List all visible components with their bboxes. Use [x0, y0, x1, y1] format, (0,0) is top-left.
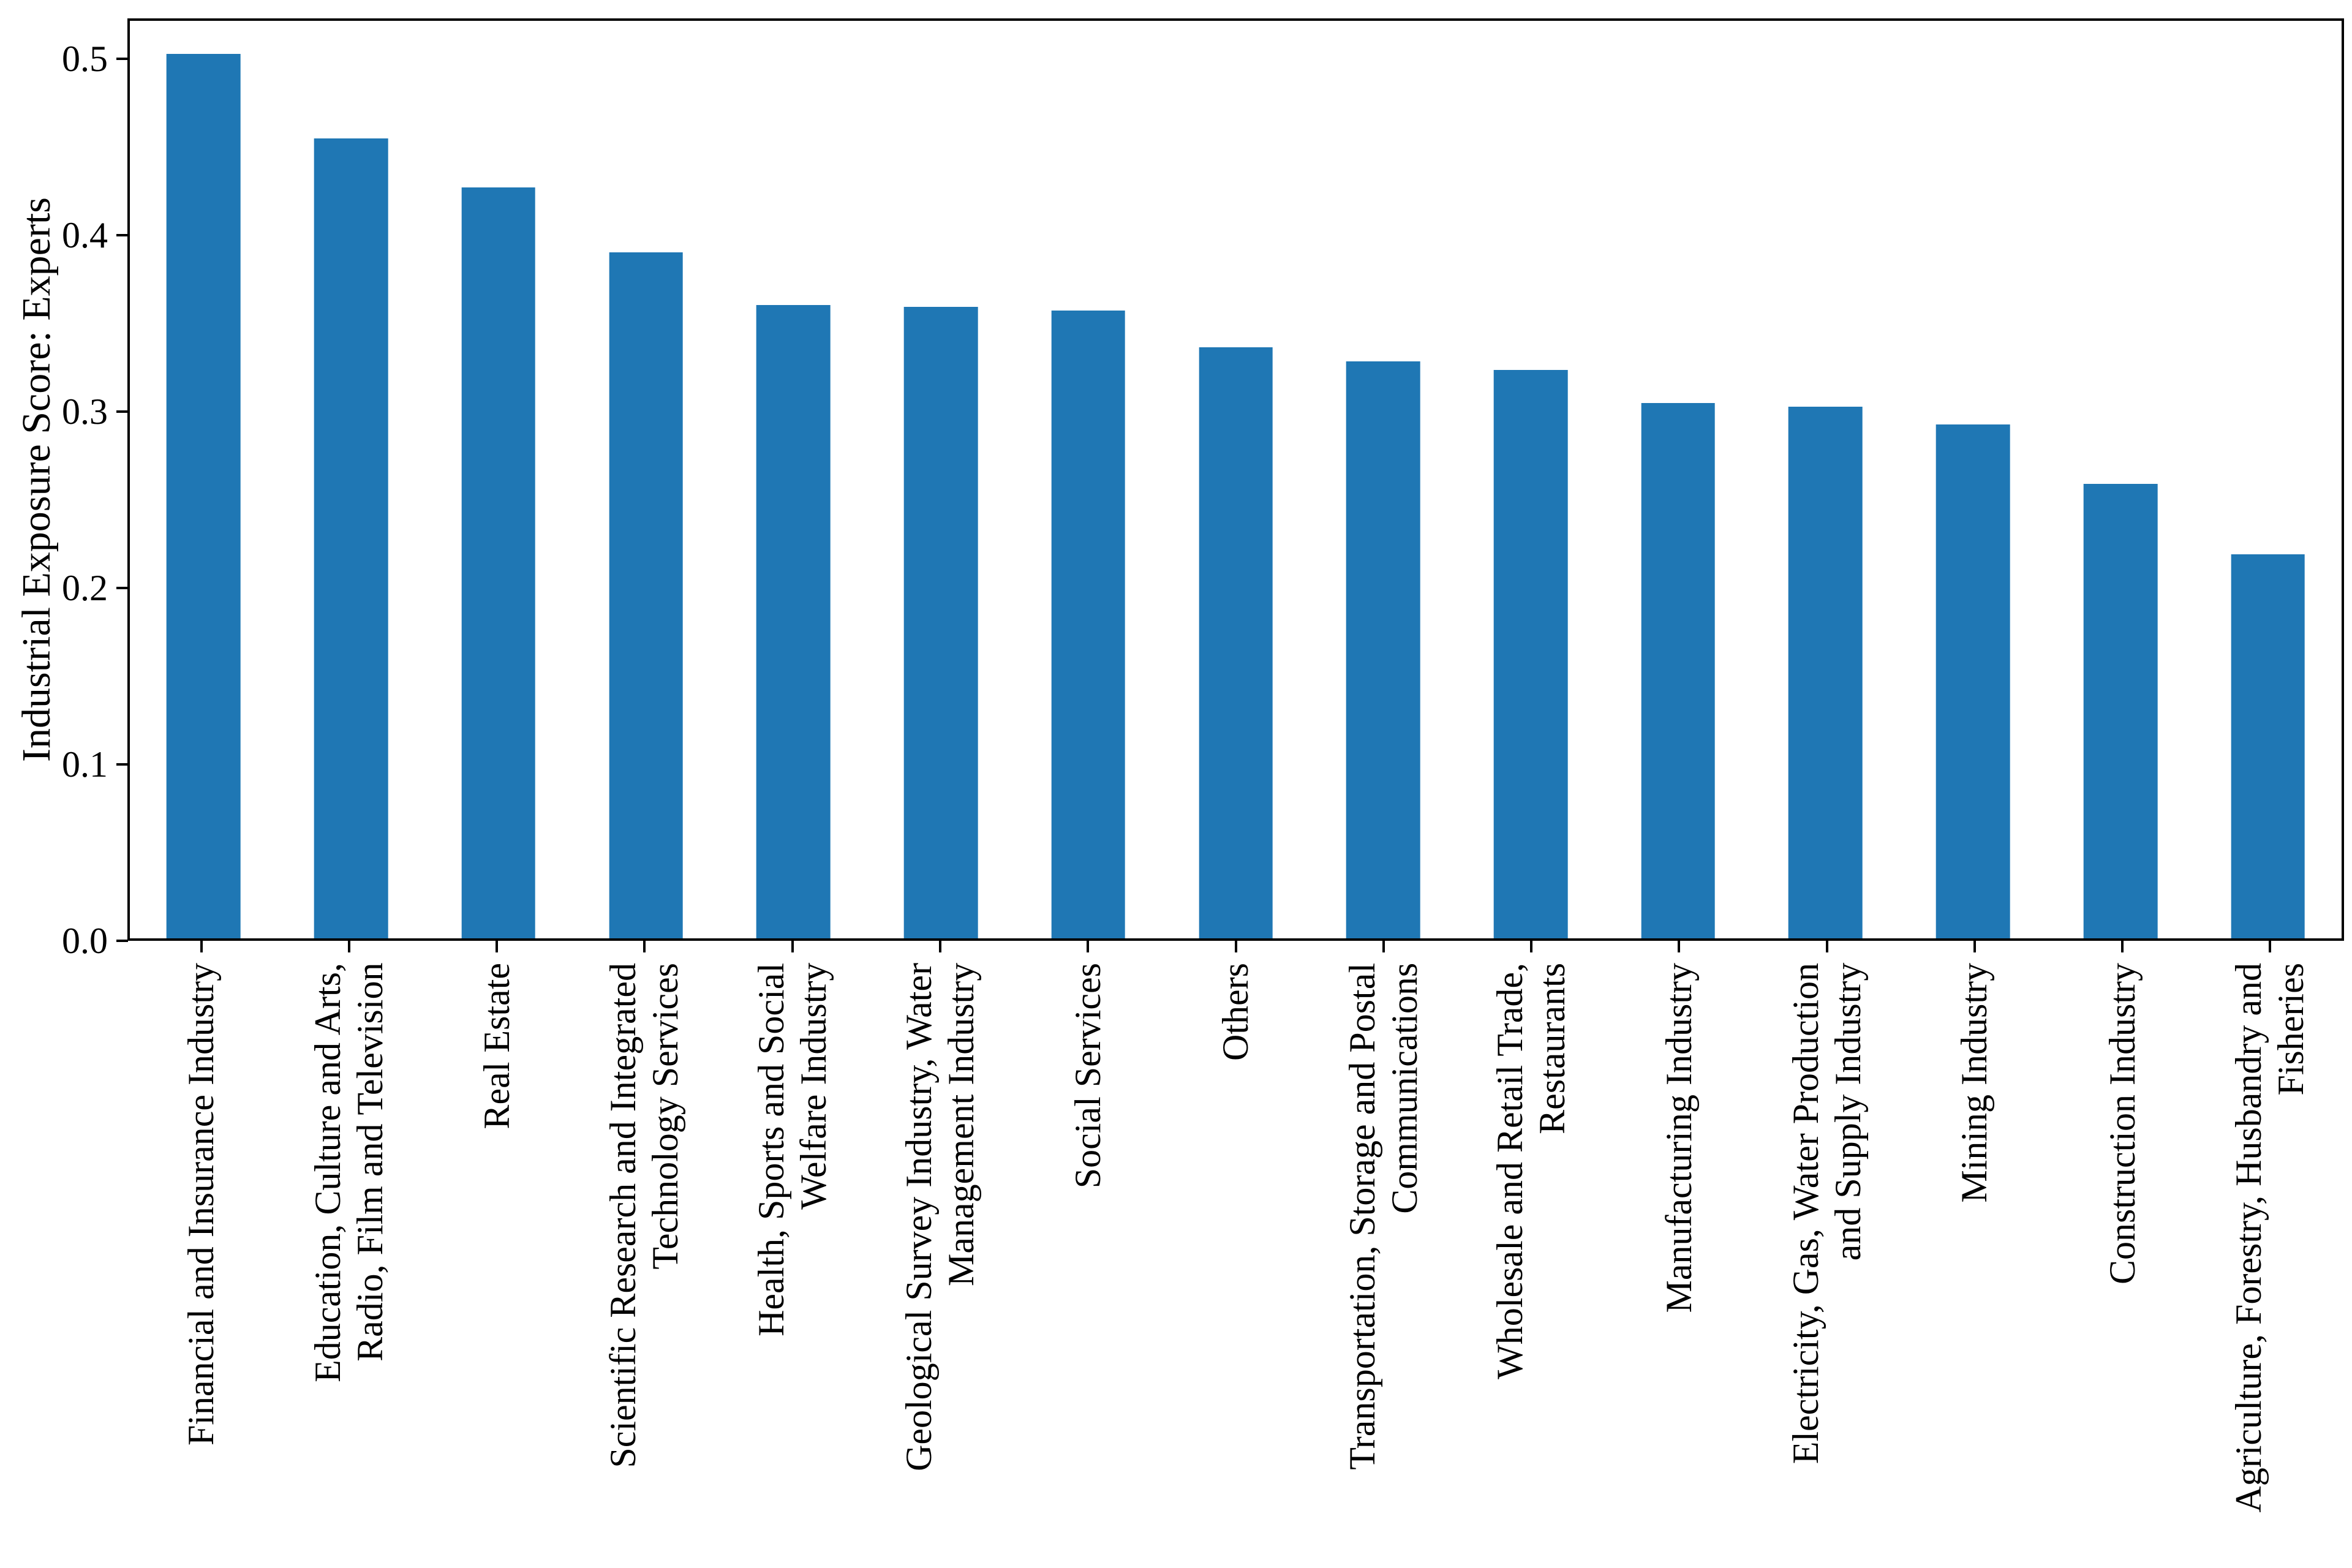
bar-12 — [1789, 407, 1863, 938]
bar-8 — [1199, 347, 1273, 938]
x-tick-label-13: Mining Industry — [1954, 963, 1995, 1203]
bar-1 — [167, 54, 241, 938]
x-label-cell-1: Financial and Insurance Industry — [127, 963, 275, 1446]
x-tick-label-2: Education, Culture and Arts, Radio, Film… — [307, 963, 390, 1382]
x-label-cell-12: Electricity, Gas, Water Production and S… — [1753, 963, 1901, 1464]
x-label-cell-2: Education, Culture and Arts, Radio, Film… — [275, 963, 423, 1382]
x-label-cell-14: Construction Industry — [2048, 963, 2196, 1284]
y-axis-label: Industrial Exposure Score: Experts — [14, 197, 59, 762]
x-tick-label-3: Real Estate — [476, 963, 517, 1129]
y-tick-label-2: 0.2 — [62, 568, 108, 609]
y-tick-mark-3 — [116, 410, 128, 413]
x-tick-label-10: Wholesale and Retail Trade, Restaurants — [1490, 963, 1573, 1379]
x-tick-label-9: Transportation, Storage and Postal Commu… — [1341, 963, 1425, 1470]
x-label-cell-7: Social Services — [1014, 963, 1162, 1188]
bar-15 — [2231, 554, 2305, 938]
bar-13 — [1936, 424, 2010, 938]
bar-6 — [903, 306, 978, 938]
y-tick-mark-2 — [116, 587, 128, 590]
y-tick-label-5: 0.5 — [62, 39, 108, 80]
x-label-cell-15: Agriculture, Forestry, Husbandry and Fis… — [2196, 963, 2344, 1513]
x-tick-label-4: Scientific Research and Integrated Techn… — [603, 963, 686, 1468]
bar-11 — [1641, 403, 1715, 938]
y-tick-label-0: 0.0 — [62, 921, 108, 961]
x-tick-mark-14 — [2121, 941, 2124, 952]
bar-4 — [609, 252, 683, 938]
x-tick-label-8: Others — [1215, 963, 1256, 1061]
x-tick-mark-1 — [200, 941, 203, 952]
x-tick-mark-2 — [347, 941, 350, 952]
x-tick-mark-10 — [1530, 941, 1533, 952]
x-label-cell-8: Others — [1162, 963, 1310, 1061]
y-tick-mark-4 — [116, 234, 128, 237]
y-tick-mark-1 — [116, 763, 128, 766]
x-tick-mark-12 — [1825, 941, 1828, 952]
x-label-cell-5: Health, Sports and Social Welfare Indust… — [718, 963, 866, 1336]
y-tick-mark-0 — [116, 940, 128, 942]
x-label-cell-10: Wholesale and Retail Trade, Restaurants — [1457, 963, 1605, 1379]
x-tick-mark-13 — [1973, 941, 1976, 952]
x-tick-label-11: Manufacturing Industry — [1658, 963, 1699, 1313]
x-tick-mark-9 — [1382, 941, 1385, 952]
x-tick-mark-6 — [938, 941, 941, 952]
bar-10 — [1493, 370, 1568, 938]
y-tick-label-3: 0.3 — [62, 391, 108, 432]
x-tick-label-14: Construction Industry — [2101, 963, 2143, 1284]
x-label-cell-9: Transportation, Storage and Postal Commu… — [1310, 963, 1457, 1470]
y-tick-label-1: 0.1 — [62, 744, 108, 785]
y-tick-mark-5 — [116, 58, 128, 61]
x-tick-label-7: Social Services — [1067, 963, 1108, 1189]
x-tick-mark-7 — [1087, 941, 1090, 952]
bar-5 — [756, 305, 831, 938]
x-label-cell-13: Mining Industry — [1901, 963, 2048, 1203]
x-tick-mark-11 — [1678, 941, 1681, 952]
bar-14 — [2083, 484, 2158, 938]
x-tick-label-6: Geological Survey Industry, Water Manage… — [898, 963, 981, 1471]
x-tick-mark-15 — [2269, 941, 2272, 952]
x-label-cell-4: Scientific Research and Integrated Techn… — [571, 963, 718, 1468]
x-label-cell-3: Real Estate — [423, 963, 571, 1129]
x-tick-mark-5 — [791, 941, 794, 952]
bar-2 — [314, 138, 388, 938]
x-tick-mark-8 — [1234, 941, 1237, 952]
x-tick-label-12: Electricity, Gas, Water Production and S… — [1785, 963, 1868, 1464]
x-tick-label-5: Health, Sports and Social Welfare Indust… — [750, 963, 834, 1336]
plot-area — [127, 18, 2344, 941]
bar-3 — [461, 187, 536, 938]
bar-9 — [1346, 361, 1420, 938]
x-tick-label-1: Financial and Insurance Industry — [181, 963, 222, 1446]
x-tick-label-15: Agriculture, Forestry, Husbandry and Fis… — [2228, 963, 2312, 1513]
x-tick-mark-3 — [496, 941, 499, 952]
y-tick-label-4: 0.4 — [62, 215, 108, 256]
bar-7 — [1051, 310, 1126, 938]
x-tick-mark-4 — [643, 941, 646, 952]
x-label-cell-6: Geological Survey Industry, Water Manage… — [866, 963, 1014, 1471]
x-label-cell-11: Manufacturing Industry — [1605, 963, 1753, 1313]
